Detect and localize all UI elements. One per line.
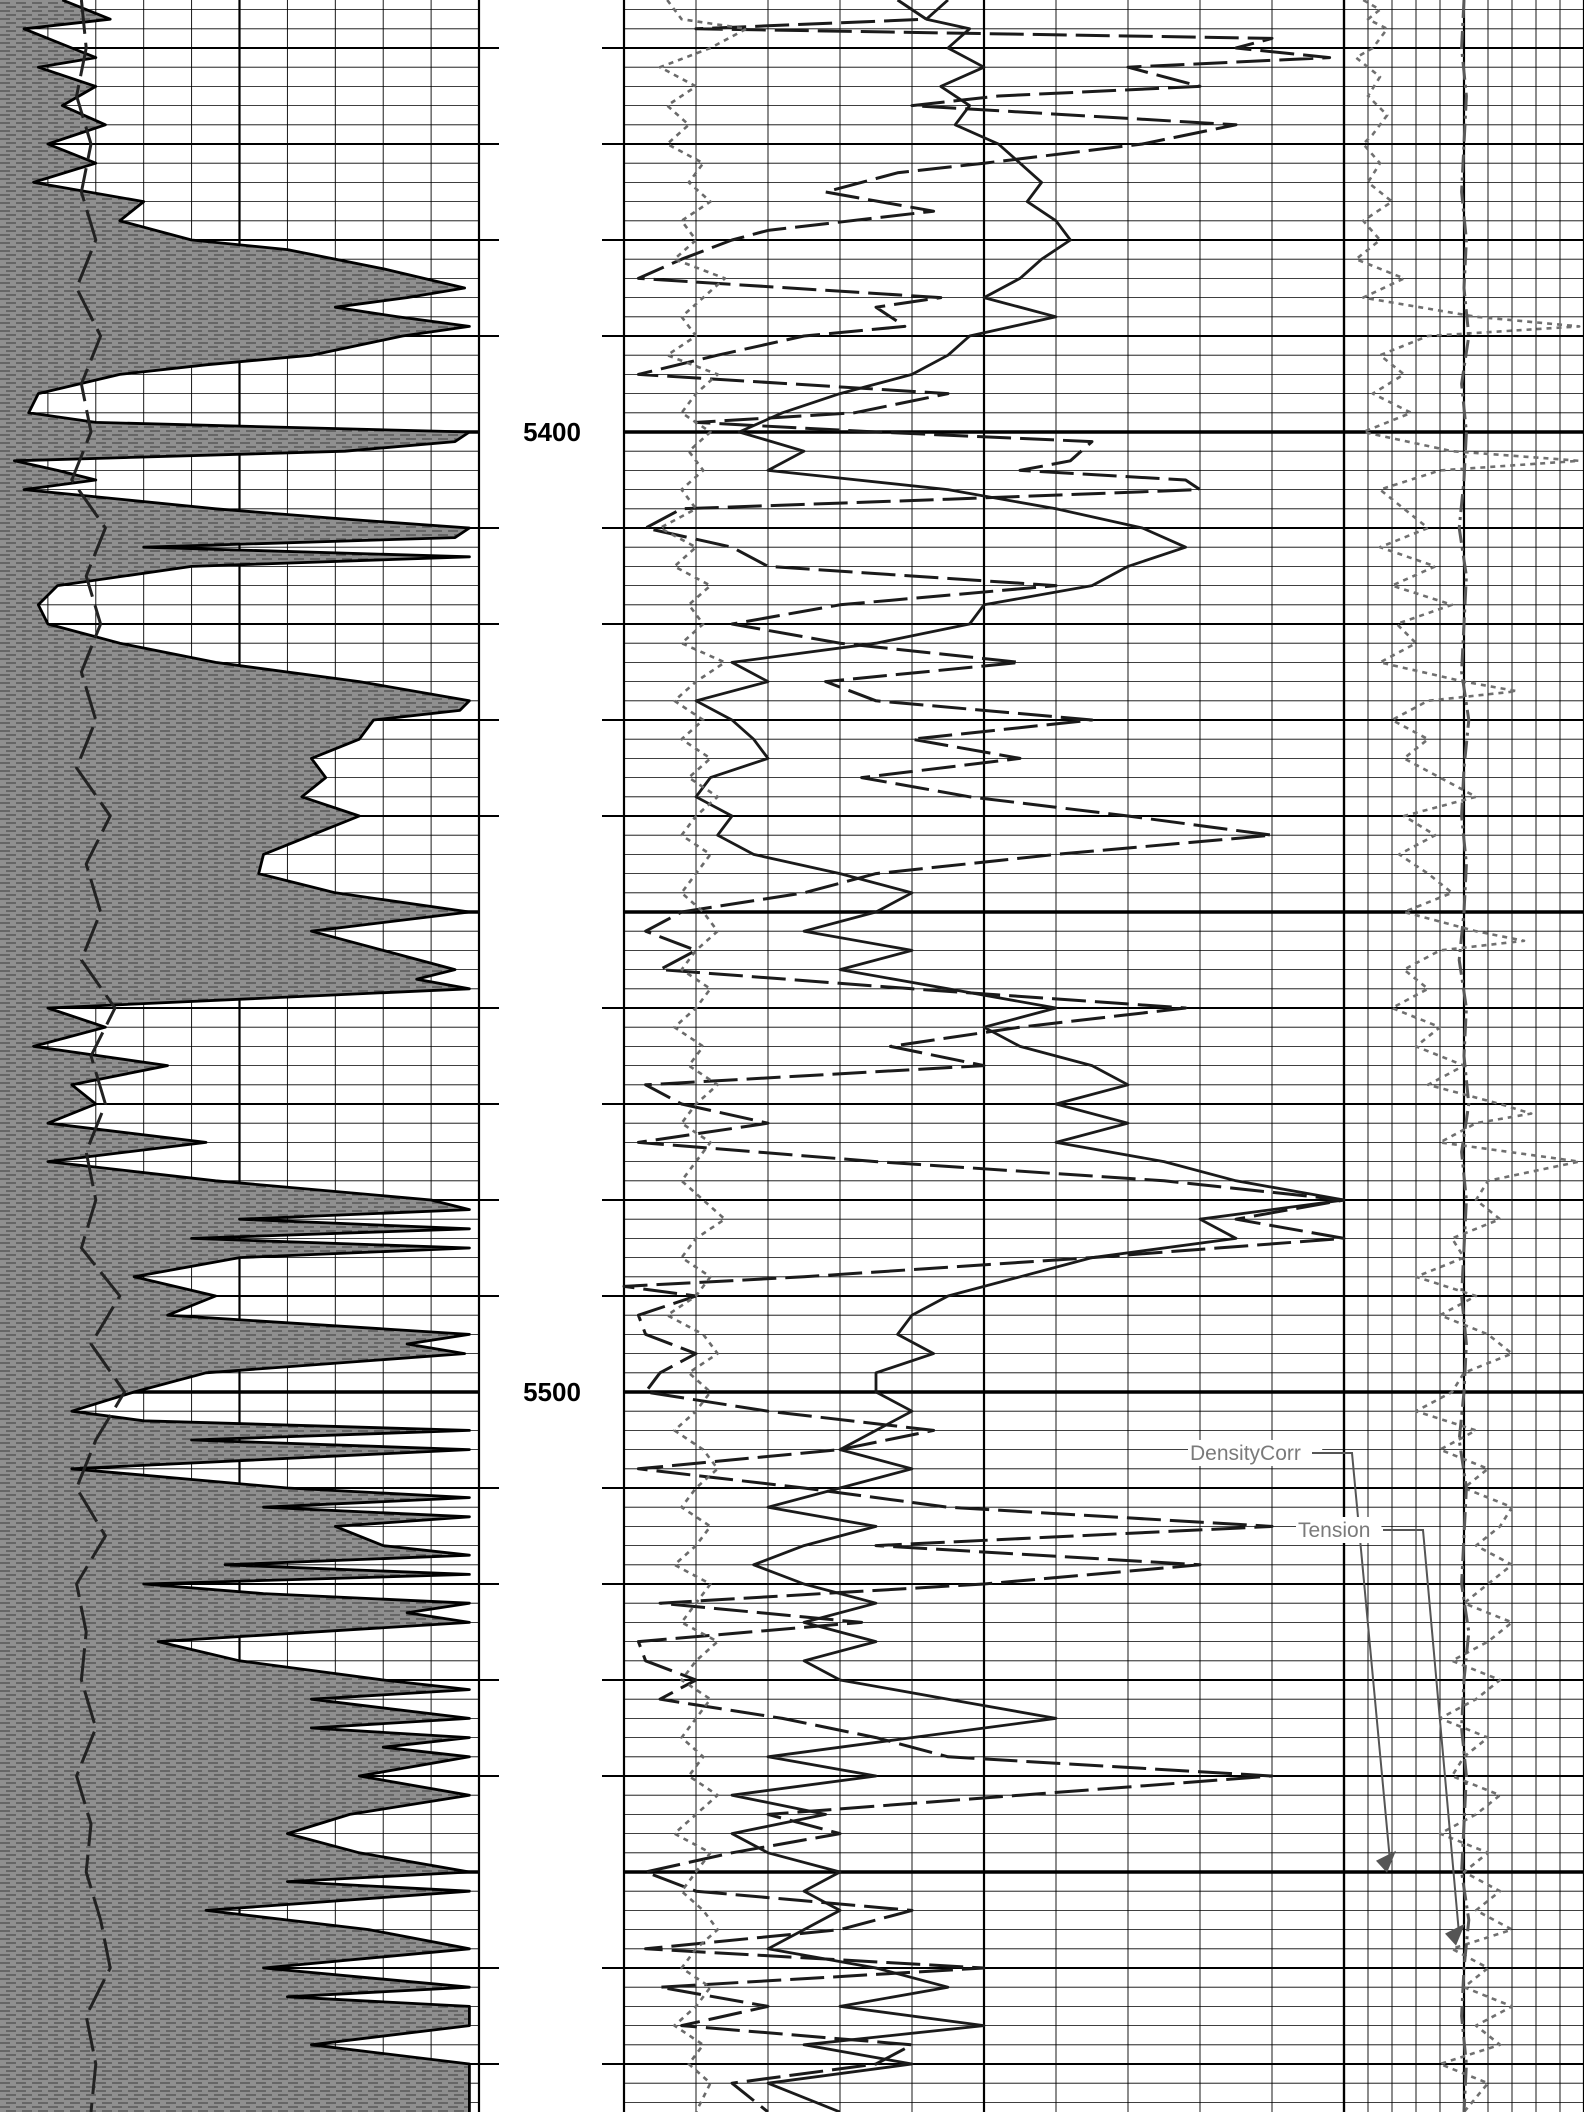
annotations: DensityCorr Tension [1188,1440,1465,1946]
depth-label: 5400 [523,417,581,447]
depth-label: 5500 [523,1377,581,1407]
annotation-leader [1383,1529,1460,1934]
annotation-tension: Tension [1296,1517,1465,1946]
annotation-label: DensityCorr [1190,1442,1301,1465]
annotation-densitycorr: DensityCorr [1188,1440,1396,1873]
curve-tension [658,0,748,2112]
annotation-arrowhead [1376,1850,1396,1873]
curve-track2-solid [694,0,1346,2112]
curve-densitycorr [1354,0,1581,2112]
curve-track3-dashdot [1457,0,1471,2112]
annotation-leader [1312,1452,1391,1861]
curve-track1-dashed [70,0,126,2112]
annotation-label: Tension [1298,1519,1370,1542]
shale-fill [0,0,470,2112]
curve-track1-solid [13,0,471,2112]
curve-track2-dashed [622,0,1346,2112]
annotation-arrowhead [1445,1923,1465,1946]
depth-track: 5400 5500 [479,47,624,2065]
annotation-bg [1296,1517,1382,1543]
annotation-bg [1188,1440,1323,1466]
